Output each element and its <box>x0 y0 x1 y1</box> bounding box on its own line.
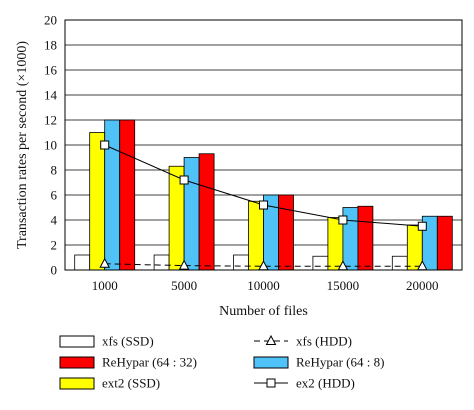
y-tick-label: 16 <box>44 63 58 78</box>
bar-rehypar-64-32-15000 <box>357 205 374 271</box>
point-ex2-hdd-15000 <box>338 215 348 225</box>
legend-marker-ex2-hdd <box>266 378 276 388</box>
x-axis-label: Number of files <box>219 304 308 319</box>
legend-marker-xfs-hdd <box>265 334 277 345</box>
x-tick-label: 1000 <box>92 278 118 293</box>
bar-ext2-ssd-20000 <box>406 224 423 271</box>
bar-rehypar-64-32-5000 <box>198 153 215 271</box>
bar-rehypar-64-32-20000 <box>436 215 453 271</box>
y-axis-label: Transaction rates per second (×1000) <box>15 41 30 249</box>
legend-label: ext2 (SSD) <box>102 376 160 391</box>
bar-rehypar-64-8-5000 <box>183 157 200 271</box>
bar-rehypar-64-32-1000 <box>119 119 136 271</box>
bar-xfs-ssd-20000 <box>391 255 408 271</box>
legend-swatch-rehypar-64-32 <box>59 356 95 369</box>
bar-xfs-ssd-15000 <box>312 255 329 271</box>
x-tick-label: 5000 <box>171 278 197 293</box>
y-tick-label: 2 <box>51 238 58 253</box>
legend-item-rehypar-64-32: ReHypar (64 : 32) <box>59 355 197 370</box>
legend-swatch-ext2-ssd <box>59 377 95 390</box>
bar-ext2-ssd-15000 <box>327 217 344 271</box>
x-tick-labels: 1000 5000 10000 15000 20000 <box>92 278 439 293</box>
line-xfs-hdd <box>104 263 423 267</box>
legend-label: xfs (HDD) <box>296 334 352 349</box>
bar-xfs-ssd-5000 <box>153 254 170 271</box>
legend-item-xfs-ssd: xfs (SSD) <box>59 334 154 349</box>
y-tick-label: 20 <box>44 13 57 28</box>
legend-label: ReHypar (64 : 32) <box>102 355 197 370</box>
lines <box>99 140 428 271</box>
x-tick-label: 10000 <box>247 278 280 293</box>
bar-rehypar-64-32-10000 <box>278 194 294 271</box>
plot-frame <box>64 19 463 271</box>
legend-label: ex2 (HDD) <box>296 376 355 391</box>
x-tick-label: 15000 <box>327 278 360 293</box>
legend-swatch-rehypar-64-8 <box>253 356 289 369</box>
point-ex2-hdd-5000 <box>179 175 189 185</box>
y-tick-label: 14 <box>44 88 58 103</box>
point-xfs-hdd-5000 <box>178 259 190 270</box>
y-tick-label: 0 <box>51 263 58 278</box>
bar-ext2-ssd-1000 <box>89 132 106 271</box>
legend-label: xfs (SSD) <box>102 334 154 349</box>
y-tick-label: 12 <box>44 113 57 128</box>
legend-swatch-xfs-ssd <box>59 335 95 348</box>
bar-ext2-ssd-10000 <box>248 200 264 271</box>
point-ex2-hdd-1000 <box>100 140 110 150</box>
y-tick-label: 18 <box>44 38 57 53</box>
y-tick-label: 6 <box>51 188 58 203</box>
legend-item-xfs-hdd: xfs (HDD) <box>254 334 352 349</box>
legend-label: ReHypar (64 : 8) <box>296 355 384 370</box>
legend: xfs (SSD) xfs (HDD) ReHypar (64 : 32) ReHyp… <box>59 334 384 391</box>
bar-xfs-ssd-10000 <box>233 254 249 271</box>
point-ex2-hdd-10000 <box>259 200 268 210</box>
y-tick-labels: 0 2 4 6 8 10 12 14 16 18 20 <box>44 13 58 278</box>
y-tick-label: 4 <box>51 213 58 228</box>
point-xfs-hdd-1000 <box>99 257 111 268</box>
y-tick-label: 8 <box>51 163 58 178</box>
legend-item-ex2-hdd: ex2 (HDD) <box>254 376 355 391</box>
legend-item-rehypar-64-8: ReHypar (64 : 8) <box>253 355 384 370</box>
bar-xfs-ssd-1000 <box>74 254 91 271</box>
x-tick-label: 20000 <box>406 278 439 293</box>
y-tick-label: 10 <box>44 138 57 153</box>
point-ex2-hdd-20000 <box>417 221 427 231</box>
legend-item-ext2-ssd: ext2 (SSD) <box>59 376 160 391</box>
